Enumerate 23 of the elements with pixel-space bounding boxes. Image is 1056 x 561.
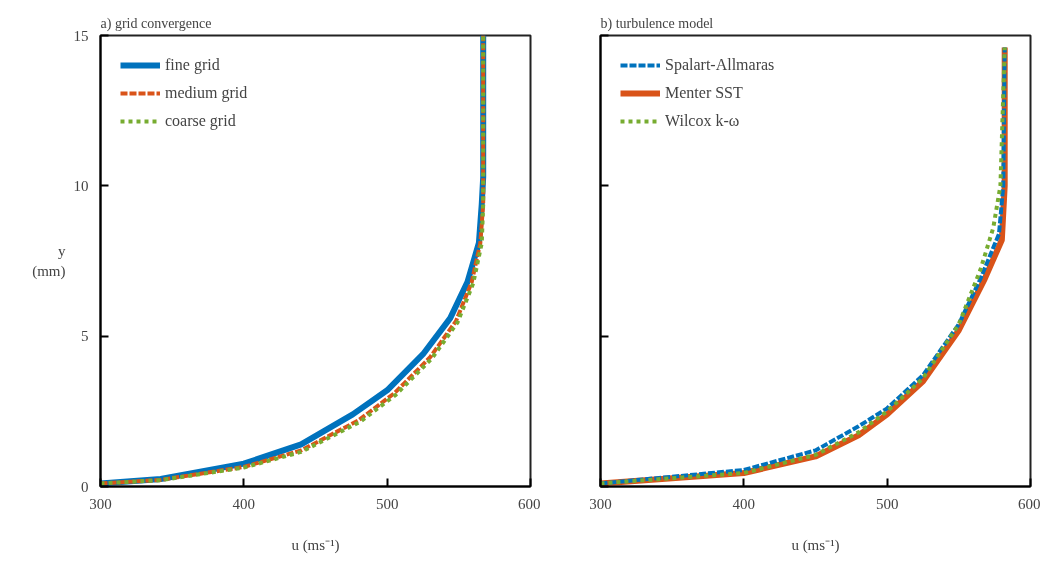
x-tick-label: 400	[732, 495, 756, 512]
y-tick-label: 10	[73, 177, 89, 194]
y-tick-label: 5	[81, 328, 89, 345]
x-tick-label: 300	[89, 495, 112, 512]
x-axis-title: u (ms⁻¹)	[291, 536, 340, 554]
legend-label: coarse grid	[165, 112, 236, 130]
x-tick-label: 500	[875, 495, 899, 512]
legend-label: Spalart-Allmaras	[665, 56, 775, 74]
x-tick-label: 500	[375, 495, 399, 512]
legend-label: Wilcox k-ω	[665, 112, 740, 130]
y-tick-label: 0	[81, 478, 89, 495]
y-axis-title: y (mm)	[32, 243, 66, 280]
legend-label: Menter SST	[665, 84, 743, 102]
x-tick-label: 300	[589, 495, 612, 512]
x-tick-label: 600	[518, 495, 541, 512]
chart-title: a) grid convergence	[100, 15, 212, 32]
x-tick-label: 600	[1018, 495, 1041, 512]
y-tick-label: 15	[73, 27, 89, 44]
x-tick-label: 400	[232, 495, 256, 512]
legend-label: fine grid	[165, 56, 220, 74]
x-axis-title: u (ms⁻¹)	[791, 536, 840, 554]
legend-label: medium grid	[165, 84, 248, 102]
chart-title: b) turbulence model	[600, 15, 714, 32]
